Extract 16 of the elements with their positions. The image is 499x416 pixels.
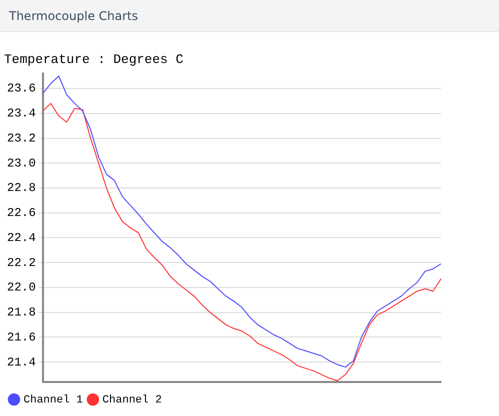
chart-subtitle: Temperature : Degrees C xyxy=(4,52,184,68)
y-tick-label: 22.0 xyxy=(6,280,36,295)
y-tick-label: 23.4 xyxy=(6,106,36,121)
y-tick-label: 21.6 xyxy=(6,330,36,344)
y-tick-label: 22.8 xyxy=(6,181,36,196)
y-tick-label: 23.6 xyxy=(6,82,36,96)
legend-label: Channel 2 xyxy=(102,394,162,406)
chart-title: Thermocouple Charts xyxy=(0,0,499,32)
y-tick-label: 23.2 xyxy=(6,131,36,146)
y-tick-label: 22.2 xyxy=(6,256,36,270)
y-tick-label: 22.6 xyxy=(6,206,36,220)
y-tick-label: 23.0 xyxy=(6,156,36,170)
y-tick-label: 22.4 xyxy=(6,230,36,245)
legend-label: Channel 1 xyxy=(24,394,84,406)
y-tick-label: 21.8 xyxy=(6,306,36,320)
y-tick-label: 21.4 xyxy=(6,355,36,370)
